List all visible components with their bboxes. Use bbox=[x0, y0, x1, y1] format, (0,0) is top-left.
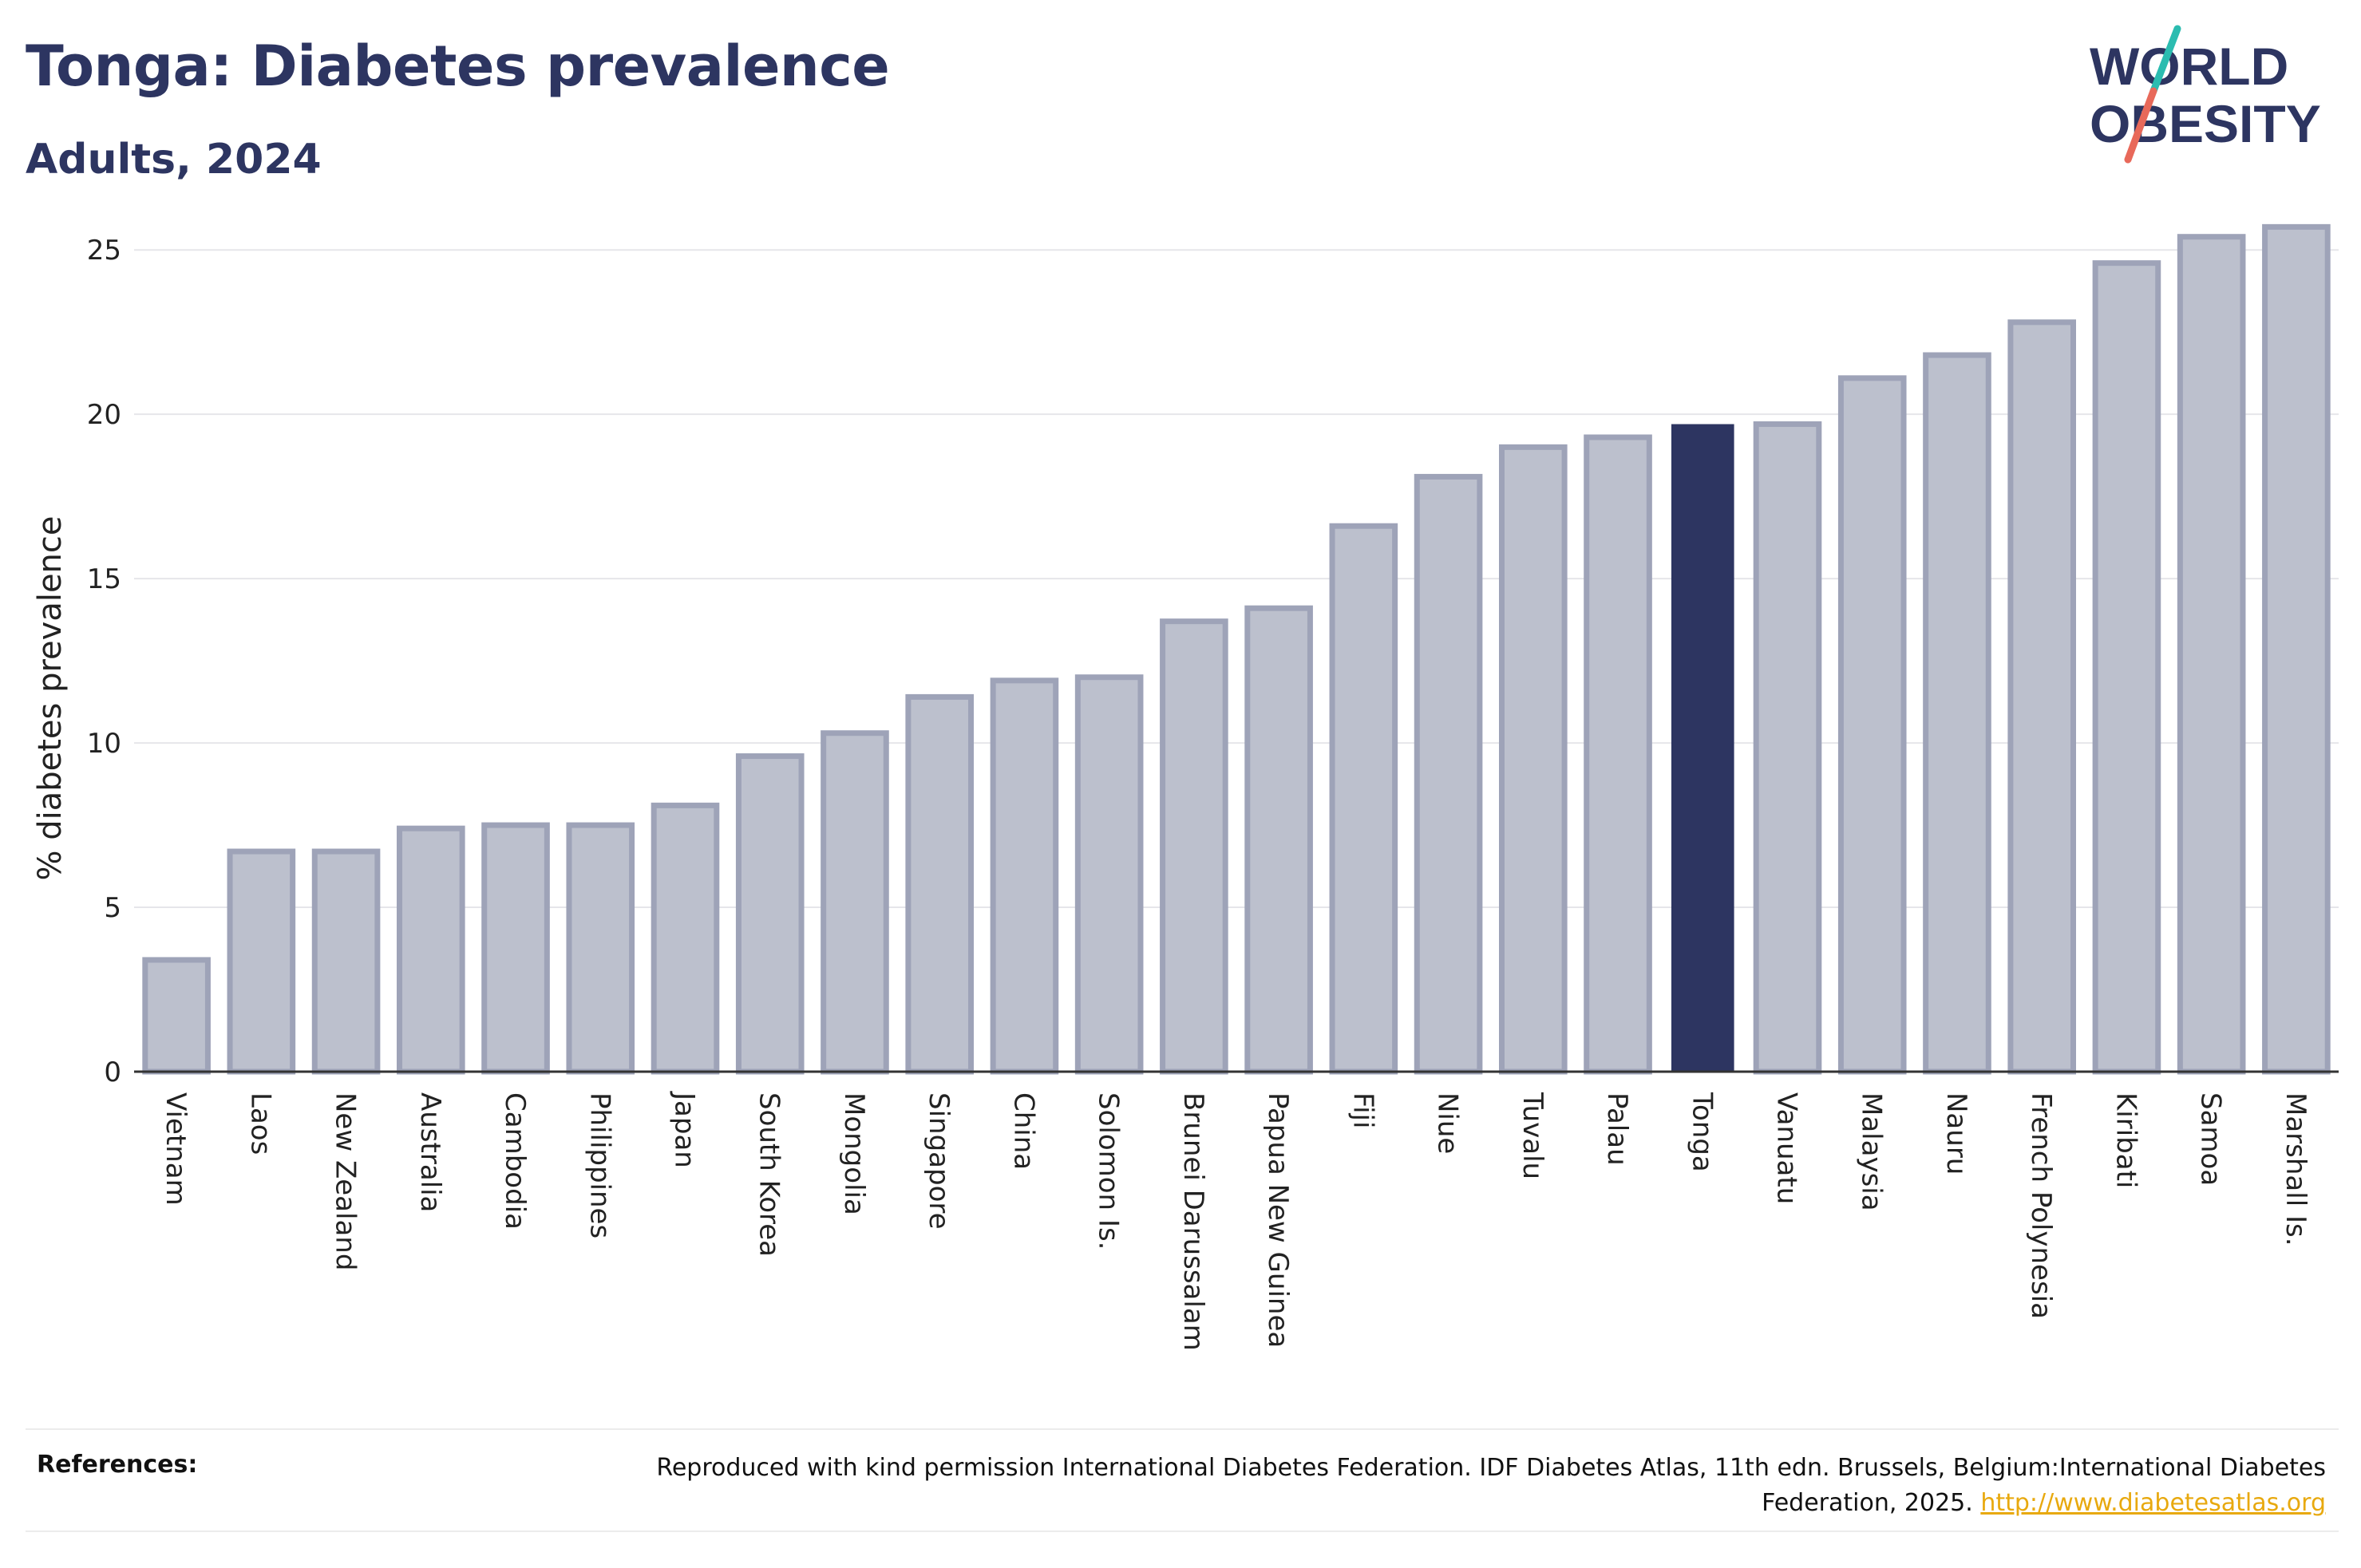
category-label: Singapore bbox=[923, 1092, 955, 1230]
bar-mongolia bbox=[821, 730, 889, 1075]
category-label: New Zealand bbox=[330, 1092, 362, 1270]
category-label: Niue bbox=[1432, 1092, 1464, 1154]
y-axis-title: % diabetes prevalence bbox=[32, 515, 69, 880]
bar-australia bbox=[397, 825, 465, 1075]
category-label: South Korea bbox=[753, 1092, 785, 1257]
logo-slash-teal bbox=[2149, 25, 2181, 95]
bars bbox=[142, 223, 2331, 1075]
bar-singapore bbox=[905, 693, 974, 1075]
bar-philippines bbox=[566, 822, 635, 1075]
logo-slash-coral bbox=[2124, 87, 2157, 164]
bar-fiji bbox=[1329, 523, 1398, 1075]
page-title: Tonga: Diabetes prevalence bbox=[26, 34, 890, 99]
category-label: Japan bbox=[669, 1091, 701, 1168]
category-label: Tuvalu bbox=[1517, 1092, 1548, 1179]
category-label: Papua New Guinea bbox=[1262, 1092, 1294, 1348]
bar-palau bbox=[1584, 434, 1652, 1075]
category-label: Philippines bbox=[583, 1092, 615, 1238]
bar-niue bbox=[1414, 473, 1483, 1075]
bar-tuvalu bbox=[1499, 444, 1568, 1075]
y-tick-label: 0 bbox=[104, 1057, 121, 1088]
category-label: French Polynesia bbox=[2025, 1092, 2057, 1319]
category-label: Nauru bbox=[1940, 1092, 1972, 1175]
category-label: Vietnam bbox=[160, 1092, 192, 1206]
bar-tonga bbox=[1671, 424, 1734, 1072]
bar-new-zealand bbox=[311, 848, 381, 1075]
bar-cambodia bbox=[481, 822, 550, 1075]
bar-solomon-is bbox=[1074, 674, 1144, 1075]
category-label: Tonga bbox=[1686, 1092, 1718, 1172]
bar-brunei-darussalam bbox=[1160, 618, 1228, 1075]
logo-text-world: WORLD bbox=[2090, 37, 2288, 96]
reference-text: Reproduced with kind permission Internat… bbox=[656, 1454, 2326, 1517]
category-label: China bbox=[1007, 1092, 1039, 1170]
bar-china bbox=[990, 677, 1059, 1075]
bar-kiribati bbox=[2092, 260, 2161, 1075]
category-label: Australia bbox=[414, 1092, 446, 1212]
y-tick-label: 5 bbox=[104, 892, 121, 924]
world-obesity-logo: WORLD OBESITY bbox=[2090, 25, 2321, 164]
references-label: References: bbox=[37, 1451, 198, 1479]
y-tick-label: 10 bbox=[87, 728, 121, 760]
bar-french-polynesia bbox=[2007, 319, 2076, 1075]
bar-samoa bbox=[2177, 234, 2246, 1075]
bar-nauru bbox=[1923, 352, 1991, 1075]
bar-laos bbox=[227, 848, 296, 1075]
category-label: Marshall Is. bbox=[2280, 1092, 2312, 1246]
bar-marshall-is bbox=[2262, 223, 2331, 1075]
bar-malaysia bbox=[1837, 375, 1907, 1075]
bar-chart: 0 5 10 15 20 25 Vietnam Laos New Zealand Austral… bbox=[32, 223, 2339, 1351]
bar-south-korea bbox=[735, 753, 805, 1075]
y-tick-label: 15 bbox=[87, 563, 121, 595]
category-label: Kiribati bbox=[2110, 1092, 2142, 1188]
category-label: Vanuatu bbox=[1771, 1092, 1803, 1204]
references-footer: References: Reproduced with kind permiss… bbox=[26, 1428, 2339, 1532]
category-label: Solomon Is. bbox=[1093, 1092, 1125, 1250]
page-subtitle: Adults, 2024 bbox=[26, 136, 322, 184]
category-label: Samoa bbox=[2195, 1092, 2227, 1186]
category-label: Brunei Darussalam bbox=[1177, 1092, 1209, 1351]
category-label: Malaysia bbox=[1856, 1092, 1888, 1211]
category-label: Cambodia bbox=[499, 1092, 531, 1230]
bar-vietnam bbox=[142, 957, 211, 1075]
x-axis-labels: Vietnam Laos New Zealand Australia Cambodia P… bbox=[160, 1091, 2312, 1351]
y-tick-label: 20 bbox=[87, 399, 121, 431]
category-label: Palau bbox=[1601, 1092, 1633, 1166]
bar-japan bbox=[651, 802, 720, 1075]
reference-text-block: Reproduced with kind permission Internat… bbox=[610, 1451, 2326, 1521]
category-label: Laos bbox=[244, 1092, 276, 1155]
category-label: Fiji bbox=[1347, 1092, 1378, 1128]
y-axis-ticks: 0 5 10 15 20 25 bbox=[87, 235, 121, 1088]
reference-link[interactable]: http://www.diabetesatlas.org bbox=[1980, 1489, 2326, 1517]
bar-vanuatu bbox=[1753, 421, 1822, 1075]
bar-papua-new-guinea bbox=[1244, 605, 1313, 1075]
logo-text-obesity: OBESITY bbox=[2090, 94, 2321, 153]
y-tick-label: 25 bbox=[87, 235, 121, 267]
category-label: Mongolia bbox=[838, 1092, 870, 1215]
